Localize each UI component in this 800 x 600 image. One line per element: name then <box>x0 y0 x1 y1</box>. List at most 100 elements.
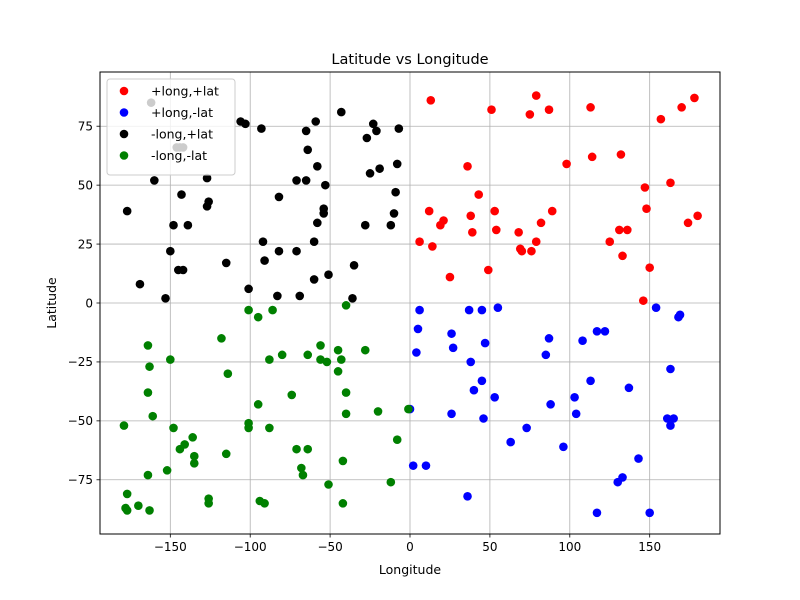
data-point-series-1 <box>651 303 661 313</box>
data-point-series-2 <box>202 173 212 183</box>
data-point-series-1 <box>634 454 643 463</box>
data-point-series-1 <box>463 491 472 501</box>
legend-marker <box>119 151 129 160</box>
data-point-series-3 <box>145 506 154 515</box>
data-point-series-0 <box>424 206 434 216</box>
y-tick-label: 50 <box>78 178 93 192</box>
chart-title: Latitude vs Longitude <box>331 52 488 68</box>
data-point-series-2 <box>150 176 159 185</box>
data-point-series-3 <box>244 423 253 433</box>
data-point-series-3 <box>341 409 351 419</box>
data-point-series-3 <box>287 390 297 400</box>
data-point-series-3 <box>244 305 253 315</box>
x-tick-label: 0 <box>406 540 414 554</box>
data-point-series-0 <box>586 103 595 112</box>
data-point-series-0 <box>605 237 615 247</box>
data-point-series-0 <box>683 218 693 228</box>
data-point-series-1 <box>600 326 610 336</box>
data-point-series-3 <box>166 355 175 364</box>
axis-ticks: −150 −100 −50 0 50 100 150 −75 −50 −25 0 25 50 75 <box>68 120 661 554</box>
data-point-series-1 <box>645 508 654 518</box>
data-point-series-3 <box>217 334 226 343</box>
data-point-series-3 <box>119 421 129 430</box>
data-point-series-2 <box>166 246 175 256</box>
data-point-series-1 <box>571 409 581 419</box>
data-point-series-0 <box>562 159 571 169</box>
data-point-series-0 <box>618 251 627 261</box>
data-point-series-2 <box>313 161 322 171</box>
data-point-series-3 <box>148 411 158 421</box>
data-point-series-2 <box>260 256 269 265</box>
data-point-series-3 <box>341 301 351 310</box>
data-point-series-2 <box>274 192 284 202</box>
data-point-series-3 <box>392 435 402 445</box>
x-tick-label: 100 <box>558 540 581 554</box>
data-point-series-2 <box>135 279 145 289</box>
data-point-series-2 <box>161 293 170 303</box>
data-point-series-0 <box>677 103 686 112</box>
data-point-series-1 <box>448 343 458 353</box>
data-point-series-1 <box>666 421 675 430</box>
data-point-series-0 <box>445 272 455 282</box>
data-point-series-3 <box>265 423 274 433</box>
data-point-series-1 <box>570 392 579 402</box>
data-point-series-0 <box>638 296 648 305</box>
data-point-series-3 <box>333 345 343 355</box>
data-point-series-3 <box>338 456 348 466</box>
x-axis-title: Longitude <box>379 562 441 577</box>
data-point-series-3 <box>292 444 301 454</box>
data-point-series-1 <box>421 461 431 470</box>
data-point-series-1 <box>662 414 672 423</box>
y-axis-title: Latitude <box>44 277 59 329</box>
data-point-series-3 <box>188 433 197 442</box>
data-point-series-1 <box>477 376 487 386</box>
data-point-series-1 <box>447 329 456 338</box>
data-point-series-0 <box>656 114 666 124</box>
data-point-series-1 <box>415 305 424 315</box>
data-point-series-0 <box>645 263 654 272</box>
data-point-series-2 <box>349 260 359 270</box>
data-point-series-2 <box>372 126 381 136</box>
data-point-series-3 <box>373 407 383 416</box>
data-point-series-3 <box>322 357 332 367</box>
data-point-series-2 <box>221 258 231 268</box>
data-point-series-3 <box>162 466 172 475</box>
legend: +long,+lat +long,-lat -long,+lat -long,-lat <box>106 78 236 176</box>
data-point-series-0 <box>536 218 546 228</box>
data-point-series-3 <box>143 341 153 350</box>
y-tick-label: 0 <box>85 296 93 310</box>
legend-label: +long,+lat <box>151 84 219 99</box>
data-point-series-3 <box>277 350 287 360</box>
data-point-series-1 <box>506 437 515 447</box>
legend-marker <box>119 129 129 139</box>
data-point-series-2 <box>319 209 329 218</box>
y-tick-label: 75 <box>78 120 93 134</box>
data-point-series-3 <box>303 444 313 454</box>
data-point-series-1 <box>546 400 555 409</box>
data-point-series-3 <box>221 449 231 459</box>
data-point-series-2 <box>301 176 311 185</box>
x-tick-label: −100 <box>234 540 267 554</box>
data-point-series-1 <box>544 334 554 343</box>
data-point-series-2 <box>309 237 319 247</box>
data-point-series-3 <box>122 506 132 515</box>
data-point-series-2 <box>391 187 400 197</box>
data-point-series-0 <box>547 206 557 216</box>
data-point-series-2 <box>336 107 346 117</box>
data-point-series-1 <box>624 383 634 393</box>
y-tick-label: −50 <box>68 414 93 428</box>
data-point-series-2 <box>257 124 266 133</box>
data-point-series-0 <box>690 93 699 103</box>
data-point-series-3 <box>298 470 308 480</box>
data-point-series-1 <box>477 305 487 315</box>
data-point-series-3 <box>386 477 396 487</box>
data-point-series-2 <box>348 293 357 303</box>
data-point-series-1 <box>466 357 476 367</box>
legend-label: -long,+lat <box>151 127 213 142</box>
data-point-series-0 <box>616 150 626 159</box>
legend-label: -long,-lat <box>151 148 207 163</box>
data-point-series-3 <box>336 355 346 364</box>
data-point-series-2 <box>368 119 378 129</box>
data-point-series-2 <box>178 265 188 275</box>
